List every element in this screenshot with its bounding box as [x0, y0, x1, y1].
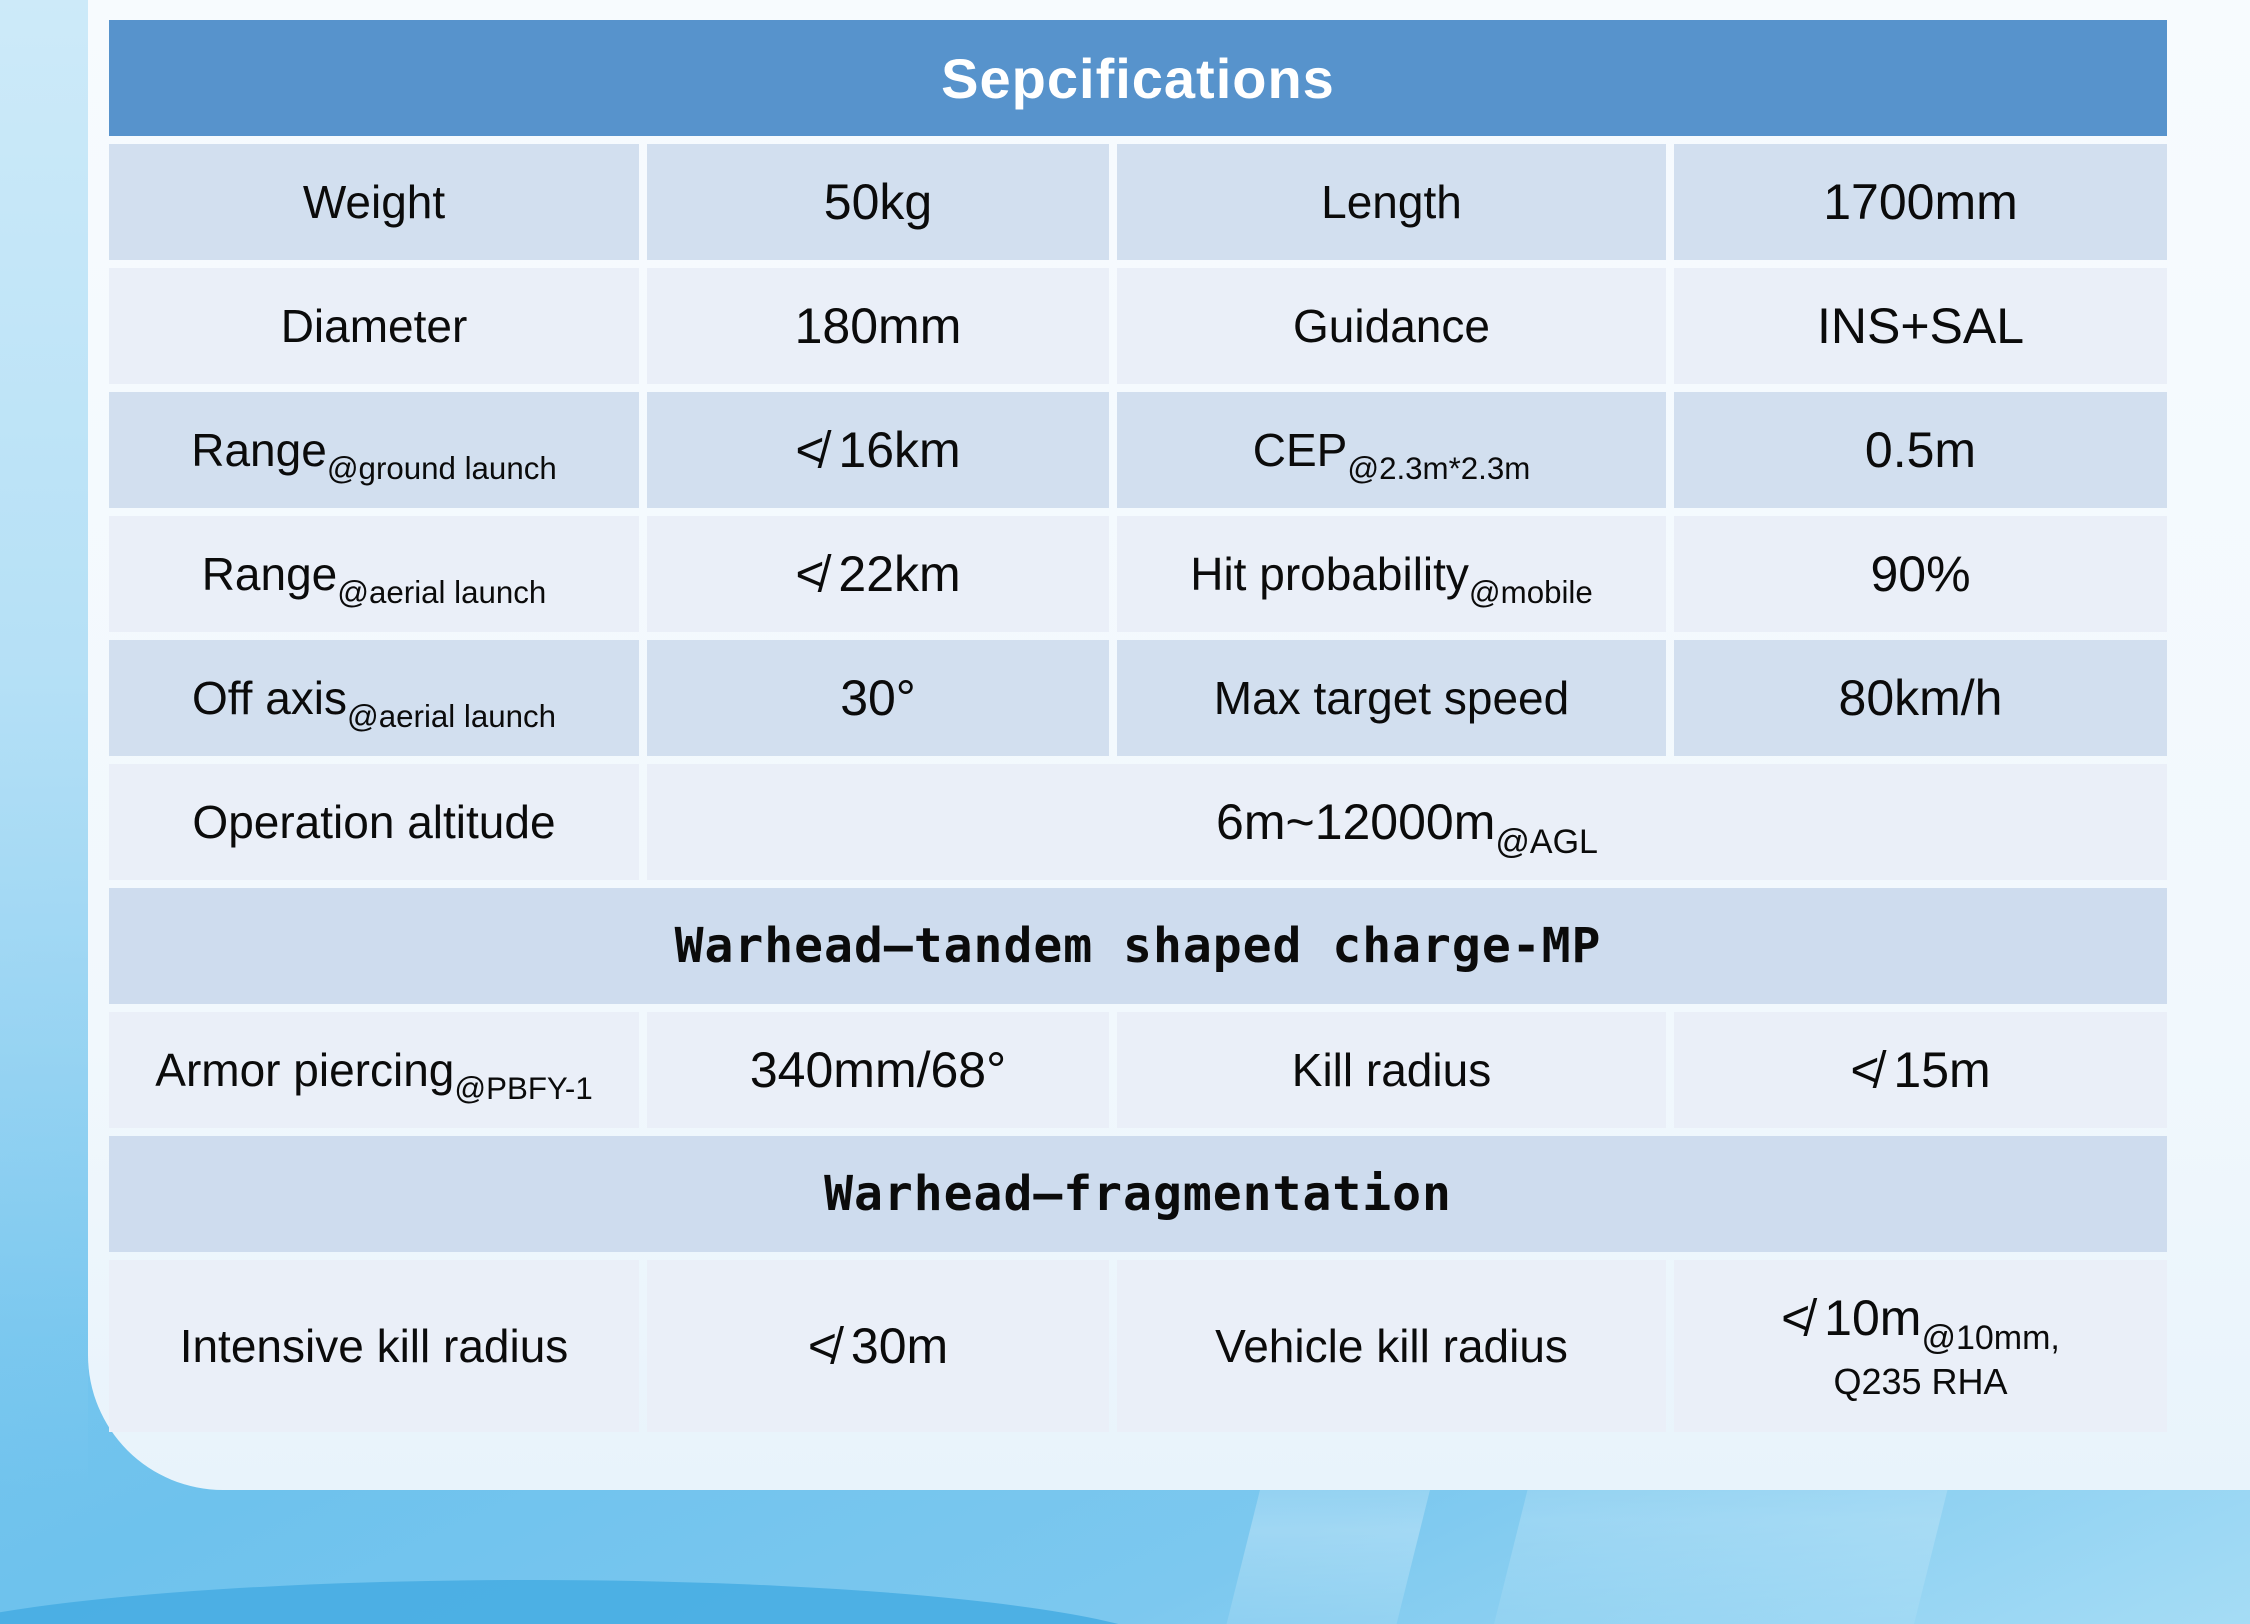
- spec-label-weight: Weight: [109, 144, 639, 260]
- spec-label-length: Length: [1117, 144, 1666, 260]
- spec-value-range-aerial: ≮ 22km: [647, 516, 1109, 632]
- spec-label-intensive-kill-radius: Intensive kill radius: [109, 1260, 639, 1432]
- background-left-strip: [0, 0, 88, 1490]
- spec-value-range-ground: ≮ 16km: [647, 392, 1109, 508]
- spec-value-armor-piercing: 340mm/68°: [647, 1012, 1109, 1128]
- spec-value-operation-altitude: 6m~12000m@AGL: [647, 764, 2167, 880]
- spec-label-guidance: Guidance: [1117, 268, 1666, 384]
- specifications-table: Sepcifications Weight 50kg Length 1700mm…: [109, 20, 2167, 1432]
- spec-label-range-ground: Range@ground launch: [109, 392, 639, 508]
- spec-label-hit-probability: Hit probability@mobile: [1117, 516, 1666, 632]
- table-title-text: Sepcifications: [941, 46, 1335, 110]
- table-title: Sepcifications: [109, 20, 2167, 136]
- spec-value-weight: 50kg: [647, 144, 1109, 260]
- section-header-warhead-tandem: Warhead—tandem shaped charge-MP: [109, 888, 2167, 1004]
- spec-value-guidance: INS+SAL: [1674, 268, 2167, 384]
- spec-value-off-axis: 30°: [647, 640, 1109, 756]
- spec-value-intensive-kill-radius: ≮ 30m: [647, 1260, 1109, 1432]
- section-header-warhead-fragmentation: Warhead—fragmentation: [109, 1136, 2167, 1252]
- spec-value-max-target-speed: 80km/h: [1674, 640, 2167, 756]
- spec-label-diameter: Diameter: [109, 268, 639, 384]
- spec-value-hit-probability: 90%: [1674, 516, 2167, 632]
- spec-label-off-axis: Off axis@aerial launch: [109, 640, 639, 756]
- spec-value-length: 1700mm: [1674, 144, 2167, 260]
- spec-value-diameter: 180mm: [647, 268, 1109, 384]
- spec-label-cep: CEP@2.3m*2.3m: [1117, 392, 1666, 508]
- spec-label-range-aerial: Range@aerial launch: [109, 516, 639, 632]
- spec-label-max-target-speed: Max target speed: [1117, 640, 1666, 756]
- spec-label-vehicle-kill-radius: Vehicle kill radius: [1117, 1260, 1666, 1432]
- spec-value-cep: 0.5m: [1674, 392, 2167, 508]
- spec-value-vehicle-kill-radius: ≮ 10m@10mm, Q235 RHA: [1674, 1260, 2167, 1432]
- spec-value-kill-radius: ≮ 15m: [1674, 1012, 2167, 1128]
- spec-label-kill-radius: Kill radius: [1117, 1012, 1666, 1128]
- spec-label-operation-altitude: Operation altitude: [109, 764, 639, 880]
- spec-label-armor-piercing: Armor piercing@PBFY-1: [109, 1012, 639, 1128]
